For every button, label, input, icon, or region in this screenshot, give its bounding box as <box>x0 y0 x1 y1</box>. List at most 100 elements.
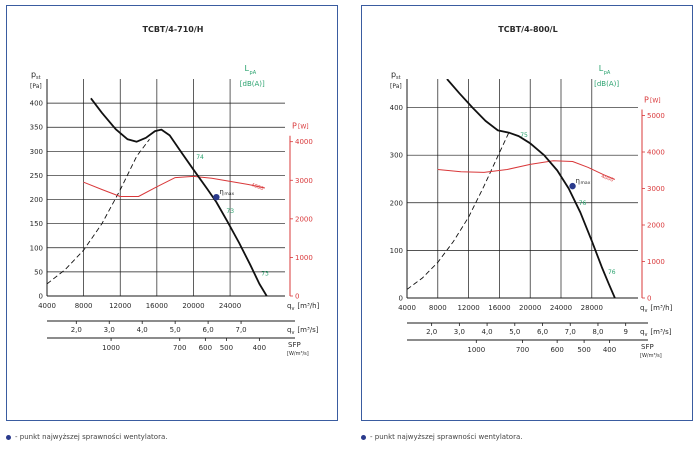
eta-max-label: η <box>576 177 580 185</box>
y2-tick-label: 1000 <box>647 258 665 266</box>
sfp-tick-label: 400 <box>253 344 266 352</box>
y2-tick-label: 2000 <box>295 215 313 223</box>
x-tick-label: 8000 <box>429 304 447 312</box>
sfp-tick-label: 500 <box>577 346 590 354</box>
y-tick-label: 400 <box>30 100 43 108</box>
power-curve <box>83 175 266 197</box>
sfp-axis-unit: [W/m³/s] <box>287 351 309 357</box>
x2-tick-label: 3,0 <box>104 326 115 334</box>
x-tick-label: 28000 <box>581 304 603 312</box>
y2-tick-label: 3000 <box>295 177 313 185</box>
x-tick-label: 20000 <box>519 304 541 312</box>
y2-tick-label: 0 <box>647 295 651 303</box>
x-tick-label: 20000 <box>182 302 204 310</box>
sfp-tick-label: 1000 <box>467 346 485 354</box>
y-tick-label: 400 <box>390 104 403 112</box>
eta-max-point <box>569 182 576 190</box>
x2-axis-unit: qv [m³/s] <box>287 326 319 336</box>
lpa-value-label: 73 <box>226 208 234 215</box>
y2-axis-label: P <box>292 122 297 131</box>
lpa-label-sub: pA <box>250 70 257 76</box>
y2-tick-label: 3000 <box>647 185 665 193</box>
chart-710-h: TCBT/4-710/H0501001502002503003504004000… <box>30 25 320 357</box>
system-curve-dashed <box>47 139 150 285</box>
y2-tick-label: 5000 <box>647 112 665 120</box>
lpa-unit: [dB(A)] <box>240 80 265 88</box>
pressure-curve <box>446 79 616 298</box>
lpa-value-label: 75 <box>520 132 528 139</box>
x-tick-label: 12000 <box>457 304 479 312</box>
y-tick-label: 0 <box>399 295 403 303</box>
y-tick-label: 50 <box>34 268 43 276</box>
y-axis-label-sub: st <box>36 75 41 81</box>
system-curve-dashed <box>407 131 510 290</box>
chart-title: TCBT/4-800/L <box>498 25 557 34</box>
x2-tick-label: 2,0 <box>426 328 437 336</box>
power-curve-label: 4000 <box>600 174 614 184</box>
x2-tick-label: 8,0 <box>592 328 603 336</box>
eta-point-legend-icon <box>361 434 366 440</box>
power-curve <box>437 160 616 180</box>
y-tick-label: 200 <box>30 196 43 204</box>
y-tick-label: 350 <box>30 124 43 132</box>
x2-axis-unit: qv [m³/s] <box>640 328 672 338</box>
x2-tick-label: 4,0 <box>137 326 148 334</box>
sfp-tick-label: 700 <box>516 346 529 354</box>
x2-tick-label: 9 <box>623 328 627 336</box>
y-tick-label: 250 <box>30 172 43 180</box>
x-tick-label: 4000 <box>38 302 56 310</box>
eta-max-label-sub: max <box>581 181 591 186</box>
x2-tick-label: 3,0 <box>454 328 465 336</box>
x2-tick-label: 7,0 <box>235 326 246 334</box>
x2-tick-label: 2,0 <box>71 326 82 334</box>
sfp-axis-label: SFP <box>288 341 301 349</box>
lpa-label-sub: pA <box>604 70 611 76</box>
y-axis-unit: [Pa] <box>30 83 42 90</box>
y-tick-label: 300 <box>390 152 403 160</box>
x-tick-label: 24000 <box>219 302 241 310</box>
y-axis-label: p <box>31 70 36 79</box>
y2-tick-label: 4000 <box>295 138 313 146</box>
x2-tick-label: 6,0 <box>537 328 548 336</box>
sfp-axis-unit: [W/m³/s] <box>640 353 662 359</box>
x2-tick-label: 5,0 <box>509 328 520 336</box>
legend-note-right: - punkt najwyższej sprawności wentylator… <box>361 433 522 441</box>
y2-tick-label: 2000 <box>647 222 665 230</box>
sfp-tick-label: 600 <box>199 344 212 352</box>
y-tick-label: 200 <box>390 199 403 207</box>
chart-panel-800-l: TCBT/4-800/L 0 100 200 300 400 4000 8000 12000 16… <box>361 5 693 421</box>
sfp-tick-label: 400 <box>603 346 616 354</box>
x-tick-label: 16000 <box>488 304 510 312</box>
y-axis-unit: [Pa] <box>390 83 402 90</box>
x-tick-label: 8000 <box>75 302 93 310</box>
eta-max-point <box>213 193 220 201</box>
lpa-label: L <box>599 64 604 73</box>
lpa-unit: [dB(A)] <box>594 80 619 88</box>
sfp-tick-label: 1000 <box>102 344 120 352</box>
x2-tick-label: 6,0 <box>203 326 214 334</box>
sfp-tick-label: 700 <box>173 344 186 352</box>
y2-axis-label: P <box>644 96 649 105</box>
y2-tick-label: 4000 <box>647 149 665 157</box>
y-tick-label: 100 <box>30 244 43 252</box>
x-axis-unit: qv [m³/h] <box>640 304 673 314</box>
y-tick-label: 100 <box>390 247 403 255</box>
y2-axis-unit: [W] <box>298 124 309 131</box>
y-tick-label: 300 <box>30 148 43 156</box>
y2-axis-unit: [W] <box>650 98 661 105</box>
eta-max-label: η <box>219 188 223 196</box>
y-axis-label: p <box>391 70 396 79</box>
legend-note-left: - punkt najwyższej sprawności wentylator… <box>6 433 167 441</box>
sfp-tick-label: 500 <box>220 344 233 352</box>
pressure-curve <box>90 97 268 296</box>
x-tick-label: 4000 <box>398 304 416 312</box>
y2-tick-label: 1000 <box>295 254 313 262</box>
lpa-label: L <box>245 64 250 73</box>
chart-panel-710-h: TCBT/4-710/H 0 50 100 150 200 250 300 350 400 4000… <box>6 5 338 421</box>
y-tick-label: 0 <box>39 293 43 301</box>
x2-tick-label: 4,0 <box>482 328 493 336</box>
lpa-value-label: 76 <box>579 200 587 207</box>
y-tick-label: 150 <box>30 220 43 228</box>
legend-note-text: - punkt najwyższej sprawności wentylator… <box>15 433 168 441</box>
power-curve-label: 4000 <box>250 182 264 192</box>
